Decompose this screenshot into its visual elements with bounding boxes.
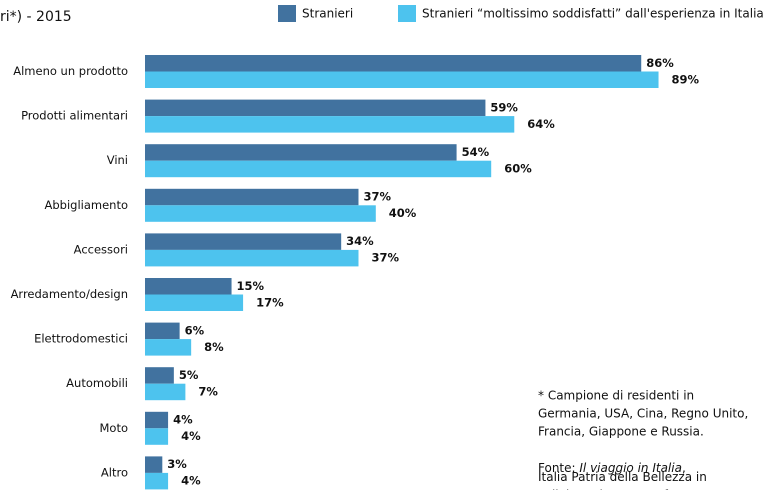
- category-label: Altro: [101, 465, 128, 479]
- source-title: Il viaggio in Italia: [579, 461, 682, 475]
- bar: [145, 116, 515, 133]
- category-label: Prodotti alimentari: [21, 109, 128, 123]
- value-label: 60%: [504, 161, 532, 175]
- legend-swatch: [398, 5, 416, 22]
- value-label: 59%: [490, 100, 518, 114]
- value-label: 8%: [204, 340, 224, 354]
- bar: [145, 367, 174, 384]
- legend-label: Stranieri: [302, 7, 353, 21]
- bar: [145, 55, 642, 72]
- value-label: 5%: [179, 368, 199, 382]
- bar: [145, 456, 163, 473]
- value-label: 34%: [346, 234, 374, 248]
- bar: [145, 322, 180, 340]
- value-label: 40%: [389, 206, 417, 220]
- bar: [145, 233, 342, 250]
- value-label: 7%: [198, 384, 218, 398]
- value-label: 37%: [371, 251, 399, 265]
- bar: [145, 411, 169, 429]
- legend-swatch: [278, 5, 296, 22]
- bar: [145, 428, 169, 445]
- bar: [145, 160, 492, 178]
- bar: [145, 144, 457, 161]
- note-line: * Campione di residenti in: [538, 389, 694, 403]
- source-prefix: Fonte:: [538, 461, 579, 475]
- source-suffix: ,: [682, 461, 686, 475]
- value-label: 37%: [363, 190, 391, 204]
- value-label: 15%: [237, 279, 265, 293]
- bar: [145, 205, 376, 222]
- chart-title: ri*) - 2015: [0, 9, 72, 25]
- value-label: 4%: [181, 429, 201, 443]
- note-line: Germania, USA, Cina, Regno Unito,: [538, 407, 748, 421]
- value-label: 54%: [462, 145, 490, 159]
- value-label: 64%: [527, 117, 555, 131]
- bar: [145, 249, 359, 267]
- bar: [145, 99, 486, 117]
- value-label: 6%: [185, 323, 205, 337]
- note-line: Italia Patria della Bellezza in: [538, 470, 707, 484]
- value-label: 86%: [646, 56, 674, 70]
- bar: [145, 278, 232, 295]
- note-line: collaborazione con GfK. 2015.: [538, 488, 718, 490]
- category-label: Moto: [99, 421, 128, 435]
- category-label: Automobili: [66, 376, 128, 390]
- value-label: 3%: [167, 457, 187, 471]
- bar: [145, 188, 359, 206]
- category-label: Abbigliamento: [44, 198, 128, 212]
- category-label: Vini: [107, 153, 128, 167]
- category-label: Almeno un prodotto: [13, 64, 128, 78]
- legend-label: Stranieri “moltissimo soddisfatti” dall'…: [422, 7, 764, 21]
- value-label: 17%: [256, 295, 284, 309]
- bar: [145, 339, 192, 356]
- note-line: Francia, Giappone e Russia.: [538, 425, 704, 439]
- value-label: 4%: [173, 413, 193, 427]
- value-label: 89%: [672, 72, 700, 86]
- bar: [145, 472, 169, 490]
- bar: [145, 294, 244, 311]
- category-label: Accessori: [74, 242, 128, 256]
- category-label: Elettrodomestici: [34, 332, 128, 346]
- bar: [145, 71, 659, 88]
- bar: [145, 383, 186, 401]
- category-label: Arredamento/design: [11, 287, 128, 301]
- value-label: 4%: [181, 474, 201, 488]
- source-line: Fonte: Il viaggio in Italia,: [538, 461, 686, 475]
